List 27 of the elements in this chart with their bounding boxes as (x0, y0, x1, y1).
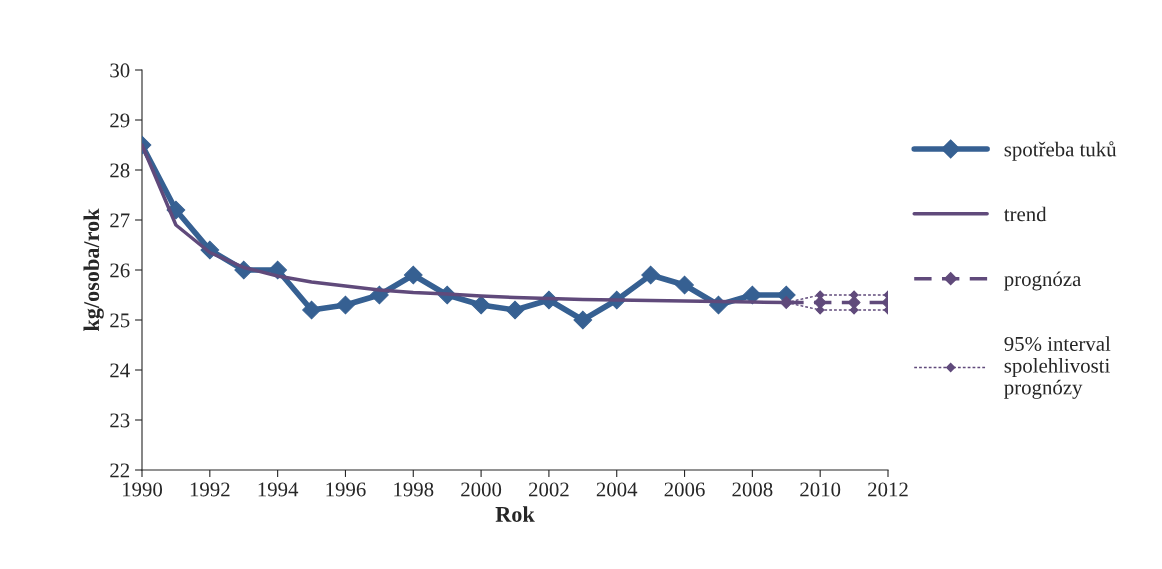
y-tick-label: 28 (110, 163, 130, 178)
y-tick-label: 29 (110, 113, 130, 128)
x-tick-label: 1996 (326, 482, 366, 497)
y-tick-label: 25 (110, 313, 130, 328)
y-axis-title: kg/osoba/rok (83, 208, 104, 331)
y-tick-label: 22 (110, 463, 130, 478)
y-tick-label: 24 (110, 363, 130, 378)
x-tick-label: 2012 (868, 482, 908, 497)
x-tick-label: 2000 (461, 482, 502, 497)
y-tick-label: 27 (110, 213, 130, 228)
x-tick-label: 2008 (732, 482, 773, 497)
legend-label: spotřeba tuků (1004, 141, 1117, 161)
x-axis-title: Rok (495, 506, 535, 522)
x-tick-label: 1990 (123, 482, 163, 497)
x-tick-label: 2002 (528, 482, 569, 497)
x-tick-label: 2006 (664, 482, 705, 497)
legend-label: prognóza (1004, 271, 1082, 291)
y-tick-label: 23 (110, 413, 130, 428)
y-tick-label: 30 (110, 63, 130, 78)
x-tick-label: 2010 (800, 482, 841, 497)
x-tick-label: 2004 (596, 482, 638, 497)
legend-label: 95% interval spolehlivosti prognózy (1004, 336, 1111, 399)
x-tick-label: 1998 (394, 482, 434, 497)
x-tick-label: 1992 (190, 482, 230, 497)
x-tick-label: 1994 (258, 482, 299, 497)
legend-label: trend (1004, 206, 1047, 222)
y-tick-label: 26 (110, 263, 130, 278)
